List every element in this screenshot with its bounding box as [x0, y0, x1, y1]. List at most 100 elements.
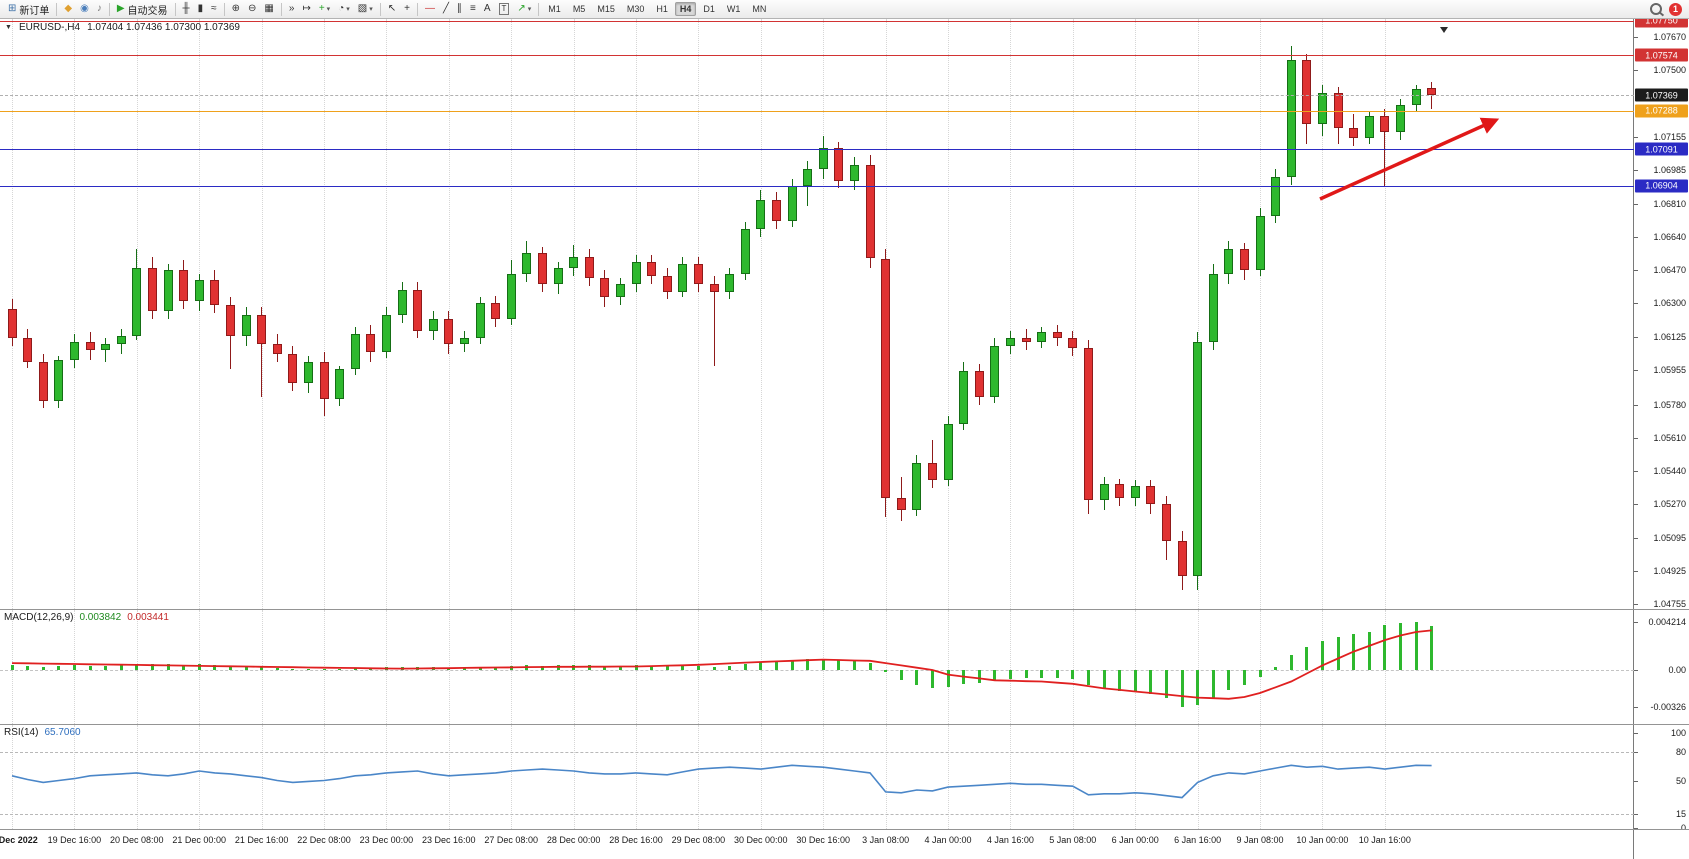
- timeframe-m5[interactable]: M5: [572, 4, 586, 14]
- level-line-1.07369[interactable]: [0, 95, 1634, 97]
- macd-bar: [384, 667, 388, 670]
- time-label: 19 Dec 2022: [0, 835, 38, 845]
- price-tick-label: 1.07500: [1653, 64, 1686, 75]
- macd-zero-line: [0, 670, 1634, 671]
- rsi-name: RSI(14): [4, 727, 39, 738]
- current-price-box: 1.07369: [1635, 88, 1688, 102]
- candle: [1349, 114, 1359, 146]
- candle: [881, 248, 891, 518]
- macd-name: MACD(12,26,9): [4, 612, 74, 623]
- time-axis[interactable]: 19 Dec 2022 19 Dec 16:00 20 Dec 08:00 21 De…: [0, 829, 1689, 859]
- macd-bar: [1274, 666, 1278, 670]
- price-tick-label: 1.07670: [1653, 31, 1686, 42]
- tile-windows-icon[interactable]: ▦: [264, 3, 274, 14]
- level-line-1.06904[interactable]: [0, 185, 1634, 187]
- notification-badge[interactable]: 1: [1669, 2, 1682, 16]
- text-label-icon[interactable]: T: [496, 2, 513, 17]
- indicators-icon[interactable]: + ▾: [318, 3, 331, 14]
- rsi-plot[interactable]: RSI(14) 65.7060: [0, 725, 1634, 829]
- arrows-icon[interactable]: ↗ ▾: [517, 3, 532, 14]
- new-order-button[interactable]: ⊞ 新订单: [8, 3, 50, 17]
- time-label: 6 Jan 00:00: [1111, 835, 1159, 845]
- price-tick-label: 1.06125: [1653, 332, 1686, 343]
- candle: [662, 268, 672, 300]
- macd-bar: [1211, 670, 1215, 698]
- macd-bar: [322, 669, 326, 670]
- timeframe-d1[interactable]: D1: [703, 4, 715, 14]
- market-watch-icon[interactable]: ◉: [80, 3, 89, 14]
- search-icon[interactable]: [1650, 3, 1662, 15]
- macd-bar: [743, 663, 747, 670]
- toolbar-separator: [379, 2, 381, 16]
- chart-plot[interactable]: ▼ EURUSD-,H4 1.07404 1.07436 1.07300 1.0…: [0, 19, 1634, 609]
- autotrading-button[interactable]: ▶ 自动交易: [116, 3, 168, 17]
- macd-axis[interactable]: 0.004214 0.00 -0.00326: [1633, 610, 1689, 724]
- timeframe-h1[interactable]: H1: [656, 4, 668, 14]
- cursor-icon[interactable]: ↖: [387, 3, 397, 14]
- macd-bar: [1040, 670, 1044, 678]
- timeframe-w1[interactable]: W1: [726, 4, 741, 14]
- toolbar-separator: [108, 2, 110, 16]
- price-tick-label: 1.05095: [1653, 532, 1686, 543]
- price-axis[interactable]: 1.07750 1.07574 1.07369 1.07288 1.07091 1.069…: [1633, 19, 1689, 609]
- macd-bar: [1118, 670, 1122, 691]
- timeframe-h4[interactable]: H4: [674, 2, 697, 16]
- macd-signal-value: 0.003441: [127, 612, 169, 623]
- rsi-axis[interactable]: 100 80 50 15 0: [1633, 725, 1689, 829]
- timeframe-m1[interactable]: M1: [548, 4, 561, 14]
- rsi-label: RSI(14) 65.7060: [4, 727, 81, 738]
- macd-plot[interactable]: MACD(12,26,9) 0.003842 0.003441: [0, 610, 1634, 724]
- chart-bars-icon[interactable]: ╫: [182, 3, 190, 14]
- candle: [1021, 328, 1031, 350]
- one-click-collapse-icon[interactable]: ▼: [5, 24, 12, 31]
- timeframe-mn[interactable]: MN: [752, 4, 767, 14]
- zoom-in-icon[interactable]: ⊕: [231, 3, 241, 14]
- metaeditor-icon[interactable]: ◆: [64, 3, 73, 14]
- candle: [615, 277, 625, 306]
- level-line-1.07574[interactable]: [0, 55, 1634, 57]
- time-label: 23 Dec 16:00: [422, 835, 476, 845]
- candle: [194, 274, 204, 312]
- candle: [771, 192, 781, 230]
- macd-bar: [135, 663, 139, 670]
- horizontal-line-icon[interactable]: —: [424, 3, 435, 14]
- macd-bar: [338, 669, 342, 670]
- level-line-1.07091[interactable]: [0, 149, 1634, 151]
- timeframe-m15[interactable]: M15: [597, 4, 615, 14]
- chart-line-icon[interactable]: ≈: [211, 3, 217, 14]
- candle: [303, 355, 313, 393]
- templates-icon[interactable]: ▧ ▾: [357, 3, 373, 14]
- tick-mark: [1634, 270, 1638, 272]
- candle: [38, 353, 48, 409]
- level-line-1.07288[interactable]: [0, 110, 1634, 112]
- macd-bar: [525, 664, 529, 670]
- periods-icon[interactable]: ◔ ▾: [338, 3, 350, 14]
- crosshair-icon[interactable]: +: [404, 3, 410, 14]
- chart-candles-icon[interactable]: ▮: [197, 3, 204, 14]
- macd-bar: [1289, 655, 1293, 670]
- zoom-out-icon[interactable]: ⊖: [248, 3, 257, 14]
- candle: [1099, 476, 1109, 510]
- trendline-icon[interactable]: ╱: [442, 3, 449, 14]
- sound-icon[interactable]: ♪: [96, 3, 102, 14]
- rsi-tick-label: 15: [1675, 808, 1686, 819]
- fibonacci-icon[interactable]: ≡: [469, 3, 476, 14]
- timeframe-m30[interactable]: M30: [626, 4, 645, 14]
- macd-bar: [228, 666, 232, 670]
- text-icon[interactable]: A: [483, 3, 491, 14]
- channel-icon[interactable]: ∥: [456, 3, 462, 14]
- level-line-1.07750[interactable]: [0, 20, 1634, 22]
- tick-mark: [1634, 621, 1638, 623]
- tick-mark: [1634, 780, 1638, 782]
- macd-bar: [57, 665, 61, 670]
- candle: [678, 256, 688, 298]
- tick-mark: [1634, 203, 1638, 205]
- candle: [335, 365, 345, 407]
- macd-bar: [665, 666, 669, 670]
- macd-bar: [72, 665, 76, 670]
- auto-scroll-icon[interactable]: »: [288, 3, 295, 14]
- chart-shift-icon[interactable]: ↦: [302, 3, 311, 14]
- candle: [1052, 324, 1062, 347]
- candle: [116, 328, 126, 354]
- macd-bar: [197, 664, 201, 670]
